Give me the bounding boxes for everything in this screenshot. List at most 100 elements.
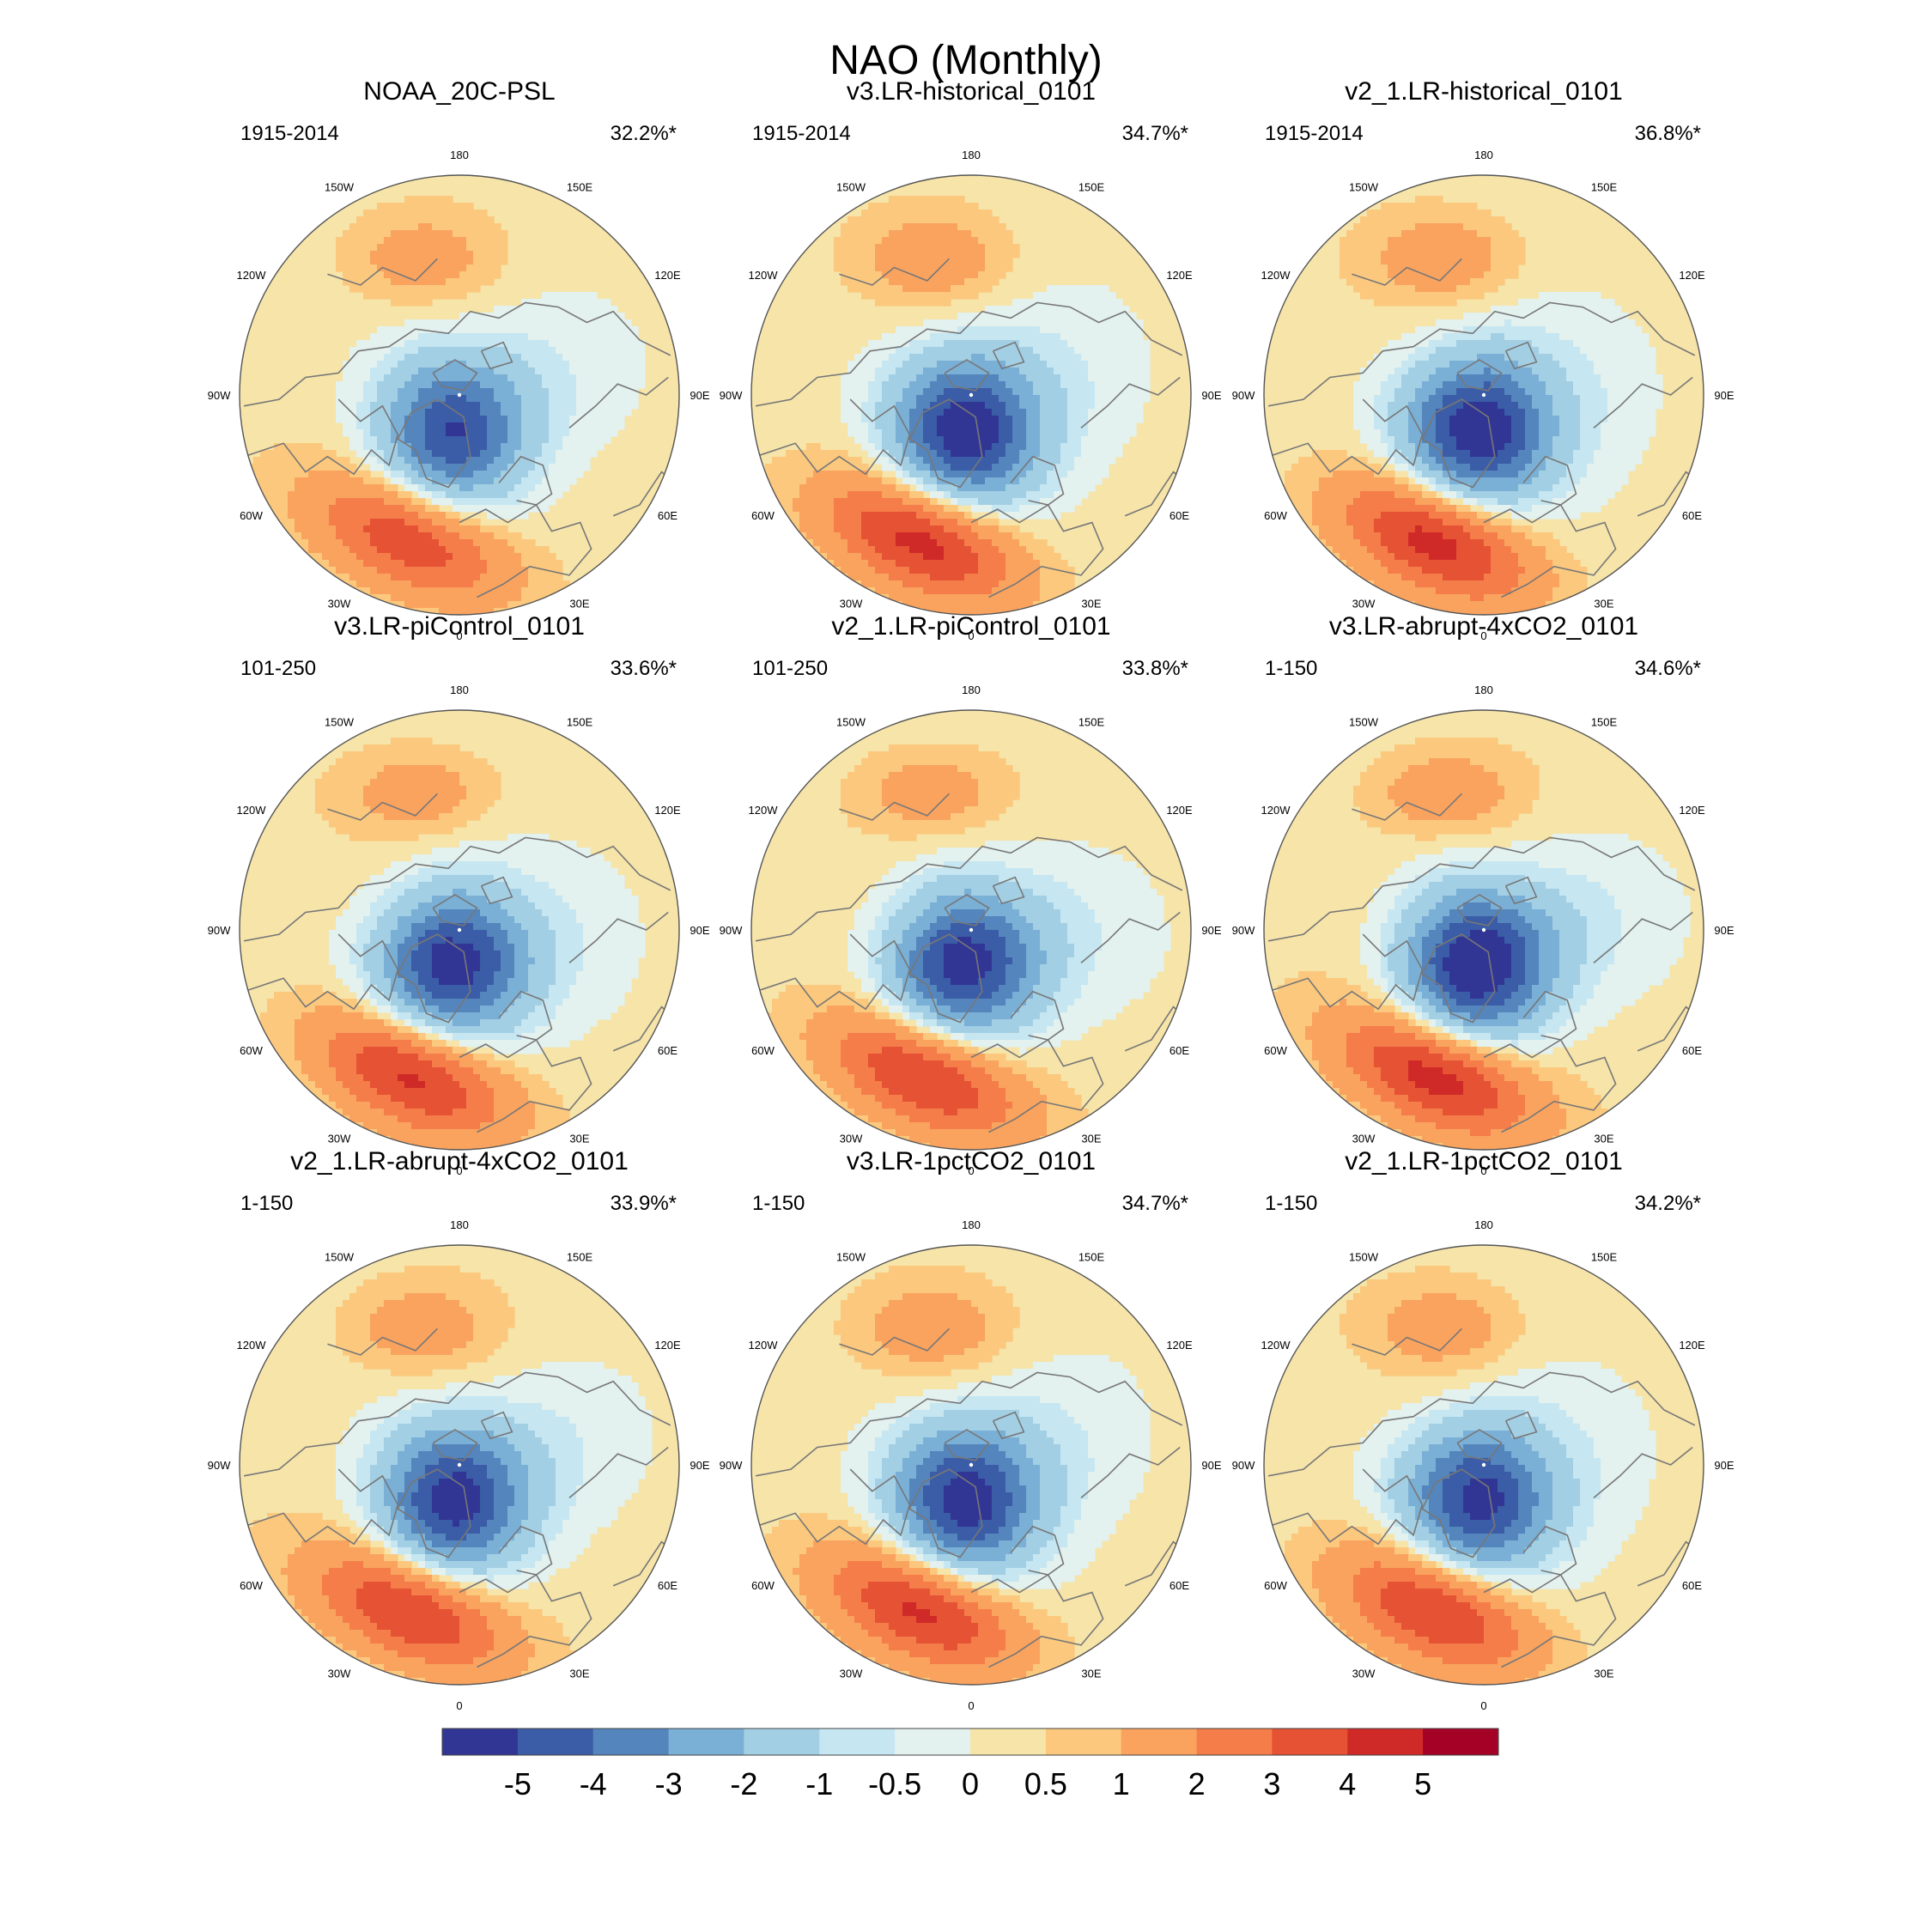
longitude-label: 150W (325, 716, 355, 729)
longitude-label: 150E (567, 716, 593, 729)
longitude-label: 30W (328, 1668, 351, 1680)
longitude-label: 90E (1201, 1459, 1221, 1472)
colorbar-segment (1121, 1728, 1198, 1755)
colorbar-segment (592, 1728, 670, 1755)
longitude-label: 120W (749, 1339, 779, 1352)
north-pole-marker (1481, 927, 1486, 933)
map-panel: v2_1.LR-1pctCO2_0101 1-150 34.2%* 180 150E 12… (1232, 1147, 1735, 1712)
north-pole-marker (457, 927, 462, 933)
colorbar-segment (744, 1728, 820, 1755)
longitude-label: 120W (1261, 269, 1291, 282)
longitude-label: 30E (1594, 1668, 1613, 1680)
longitude-label: 60E (1682, 1044, 1702, 1057)
longitude-label: 120E (1679, 804, 1705, 817)
colorbar-tick-label: 0.5 (1024, 1766, 1067, 1801)
longitude-label: 180 (962, 149, 981, 161)
longitude-label: 30E (1081, 1668, 1101, 1680)
longitude-label: 120W (749, 269, 779, 282)
longitude-label: 0 (1480, 1164, 1486, 1177)
coastlines (1267, 1327, 1700, 1668)
longitude-label: 60W (240, 509, 263, 522)
colorbar-segment (1196, 1728, 1273, 1755)
longitude-label: 150W (325, 181, 355, 194)
longitude-label: 120W (237, 804, 267, 817)
longitude-label: 30W (840, 1668, 863, 1680)
longitude-label: 150E (1078, 181, 1105, 194)
slp-anomaly-field (1264, 175, 1704, 615)
longitude-label: 120E (1166, 804, 1193, 817)
colorbar-tick-label: 1 (1113, 1766, 1130, 1801)
longitude-label: 150W (1349, 181, 1379, 194)
panel-title: v2_1.LR-piControl_0101 (831, 612, 1110, 641)
colorbar-segment (1272, 1728, 1348, 1755)
colorbar-tick-label: 5 (1414, 1766, 1431, 1801)
longitude-label: 60E (1170, 509, 1189, 522)
colorbar-tick-label: -3 (655, 1766, 683, 1801)
longitude-label: 0 (456, 1699, 462, 1712)
longitude-label: 90W (720, 1459, 743, 1472)
slp-anomaly-field (240, 1245, 679, 1685)
coastlines (243, 793, 676, 1133)
colorbar-tick-label: 2 (1188, 1766, 1206, 1801)
coastlines (755, 1327, 1188, 1668)
longitude-label: 90E (690, 389, 709, 402)
map-boundary (750, 174, 1192, 616)
map-boundary (239, 709, 680, 1151)
map-panel: v2_1.LR-historical_0101 1915-2014 36.8%* 18… (1232, 77, 1735, 642)
longitude-label: 90W (208, 1459, 231, 1472)
longitude-label: 120E (654, 1339, 681, 1352)
longitude-label: 90E (690, 924, 709, 937)
map-boundary (750, 1244, 1192, 1686)
panel-title: v3.LR-1pctCO2_0101 (847, 1147, 1096, 1176)
north-pole-marker (1481, 392, 1486, 398)
longitude-label: 0 (1480, 1699, 1486, 1712)
colorbar-segment (442, 1728, 519, 1755)
longitude-label: 60E (1682, 1579, 1702, 1592)
longitude-label: 120E (654, 804, 681, 817)
longitude-label: 120W (1261, 1339, 1291, 1352)
longitude-label: 60W (240, 1579, 263, 1592)
map-boundary (1263, 709, 1704, 1151)
longitude-label: 180 (450, 683, 469, 696)
panel-explained-variance: 33.6%* (611, 657, 677, 680)
longitude-label: 120E (654, 269, 681, 282)
longitude-label: 180 (962, 683, 981, 696)
map-boundary (1263, 174, 1704, 616)
longitude-label: 60E (1682, 509, 1702, 522)
longitude-label: 120E (1166, 1339, 1193, 1352)
longitude-label: 90W (208, 389, 231, 402)
panel-period: 1915-2014 (240, 122, 339, 145)
north-pole-marker (969, 927, 974, 933)
panel-explained-variance: 36.8%* (1635, 122, 1701, 145)
longitude-label: 90W (208, 924, 231, 937)
colorbar-segment (819, 1728, 896, 1755)
longitude-label: 60E (1170, 1579, 1189, 1592)
longitude-label: 150W (836, 716, 866, 729)
map-boundary (239, 174, 680, 616)
longitude-label: 0 (1480, 629, 1486, 642)
longitude-label: 150W (325, 1251, 355, 1264)
longitude-label: 120W (237, 1339, 267, 1352)
longitude-label: 90E (1714, 389, 1734, 402)
map-boundary (239, 1244, 680, 1686)
longitude-label: 30W (840, 1133, 863, 1145)
panel-title: v3.LR-piControl_0101 (334, 612, 585, 641)
longitude-label: 30W (840, 598, 863, 611)
panel-explained-variance: 33.8%* (1122, 657, 1188, 680)
panel-period: 1-150 (1265, 1192, 1317, 1215)
longitude-label: 60W (1264, 1044, 1287, 1057)
longitude-label: 60E (658, 1044, 677, 1057)
panel-title: NOAA_20C-PSL (363, 77, 555, 106)
longitude-label: 60W (1264, 1579, 1287, 1592)
colorbar-tick-label: -1 (805, 1766, 833, 1801)
map-boundary (1263, 1244, 1704, 1686)
longitude-label: 120W (1261, 804, 1291, 817)
longitude-label: 120E (1166, 269, 1193, 282)
map-panel: v3.LR-1pctCO2_0101 1-150 34.7%* 180 150E 120E… (720, 1147, 1222, 1712)
colorbar-segment (668, 1728, 744, 1755)
colorbar-segment (895, 1728, 971, 1755)
colorbar-segment (517, 1728, 594, 1755)
longitude-label: 90W (1232, 389, 1255, 402)
north-pole-marker (969, 392, 974, 398)
longitude-label: 90E (1714, 1459, 1734, 1472)
